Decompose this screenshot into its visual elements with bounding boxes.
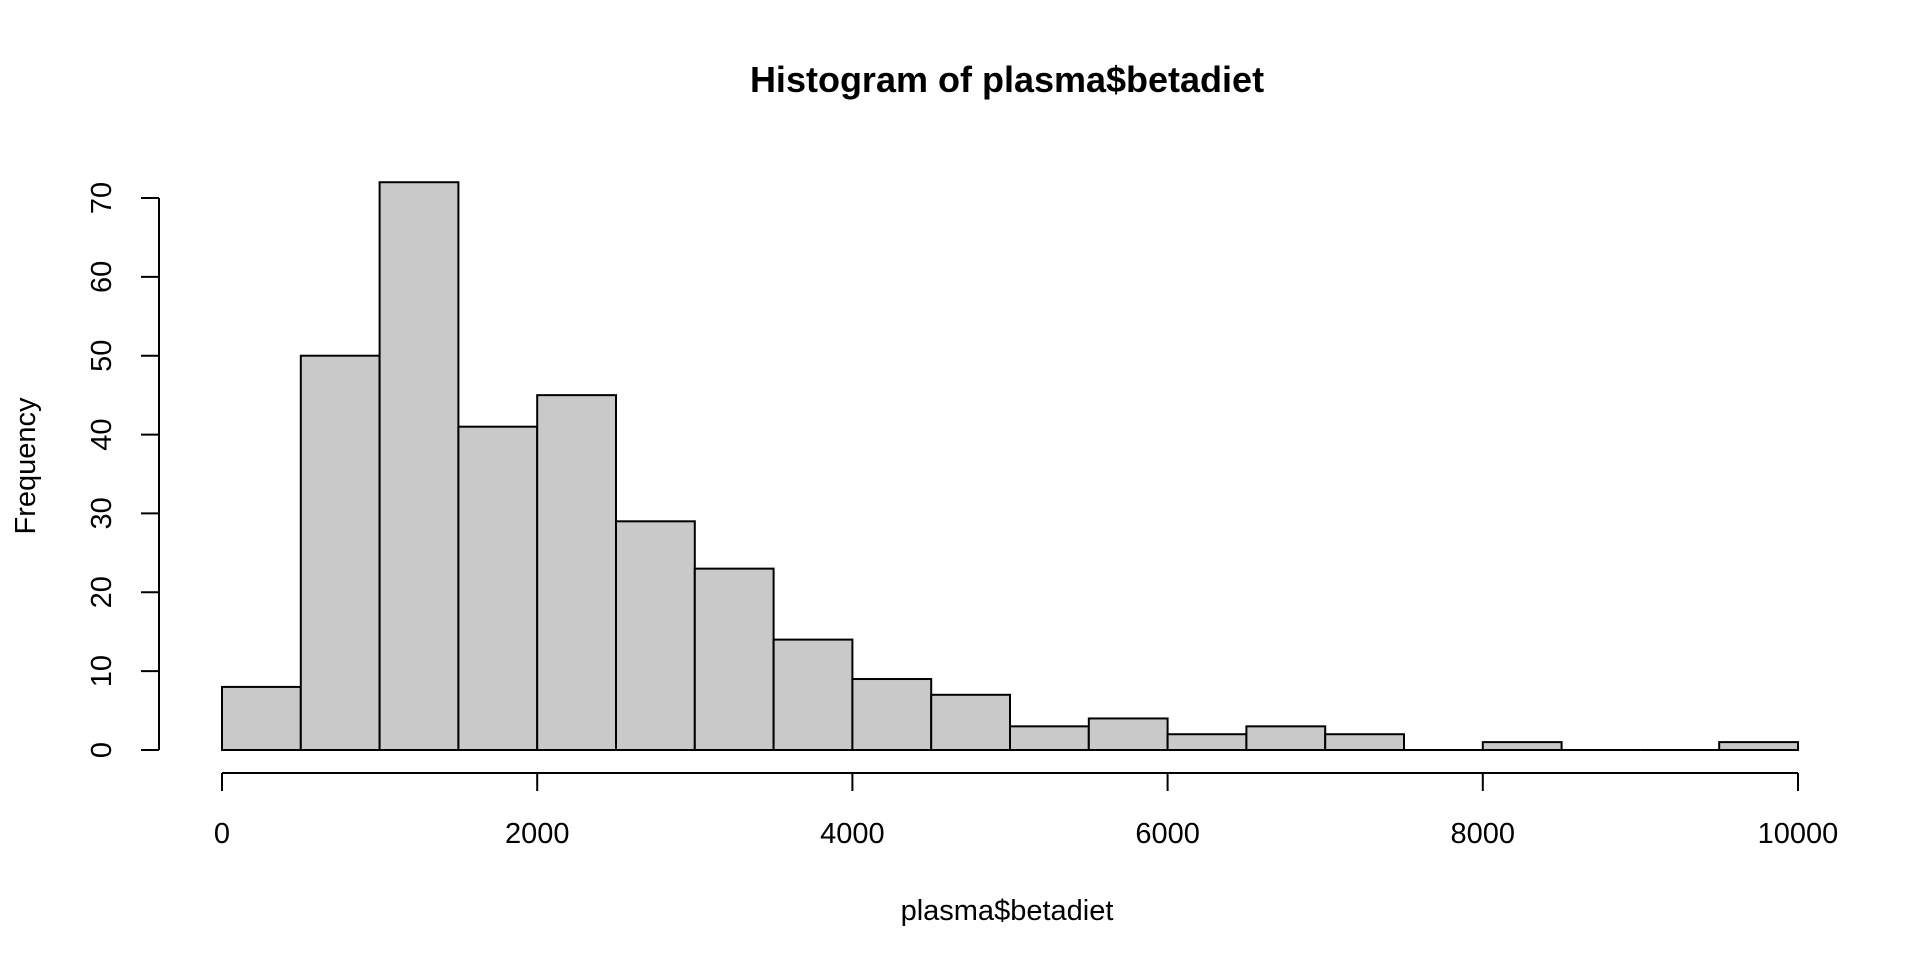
x-axis: 0 2000 4000 6000 8000 10000 — [214, 772, 1839, 850]
y-tick-label-2: 20 — [86, 576, 118, 608]
histogram-bar-16 — [1481, 741, 1563, 751]
histogram-bar-5 — [615, 520, 696, 751]
histogram-bar-2 — [378, 181, 460, 751]
histogram-bar-12 — [1166, 733, 1248, 752]
chart-title: Histogram of plasma$betadiet — [750, 59, 1264, 100]
y-tick-label-0: 0 — [86, 742, 118, 758]
x-tick-label-0: 0 — [214, 818, 230, 850]
histogram-bar-0 — [221, 685, 302, 752]
histogram-bar-10 — [1009, 725, 1090, 751]
y-tick-label-4: 40 — [86, 418, 118, 450]
histogram-bar-3 — [457, 425, 539, 751]
histogram-bar-9 — [930, 693, 1012, 751]
histogram-bar-14 — [1324, 733, 1405, 752]
y-tick-label-6: 60 — [86, 261, 118, 293]
histogram-bar-7 — [772, 638, 854, 751]
x-axis-label: plasma$betadiet — [901, 895, 1114, 927]
histogram-bar-4 — [536, 394, 618, 751]
x-tick-label-3: 6000 — [1135, 818, 1200, 850]
y-tick-label-1: 10 — [86, 655, 118, 687]
y-tick-label-7: 70 — [86, 182, 118, 214]
x-tick-label-5: 10000 — [1758, 818, 1839, 850]
y-tick-label-5: 50 — [86, 340, 118, 372]
histogram-bar-11 — [1087, 717, 1169, 752]
histogram-bar-8 — [851, 678, 933, 751]
x-tick-label-1: 2000 — [505, 818, 570, 850]
y-tick-label-3: 30 — [86, 497, 118, 529]
x-tick-label-4: 8000 — [1451, 818, 1516, 850]
histogram-bar-1 — [299, 354, 381, 751]
bars-group — [221, 181, 1799, 752]
histogram-bar-6 — [693, 567, 775, 752]
histogram-bar-19 — [1718, 741, 1799, 751]
histogram-bar-13 — [1245, 725, 1327, 751]
x-tick-label-2: 4000 — [820, 818, 885, 850]
y-axis: 0 10 20 30 40 50 60 70 — [86, 182, 160, 758]
y-axis-label: Frequency — [10, 397, 42, 535]
